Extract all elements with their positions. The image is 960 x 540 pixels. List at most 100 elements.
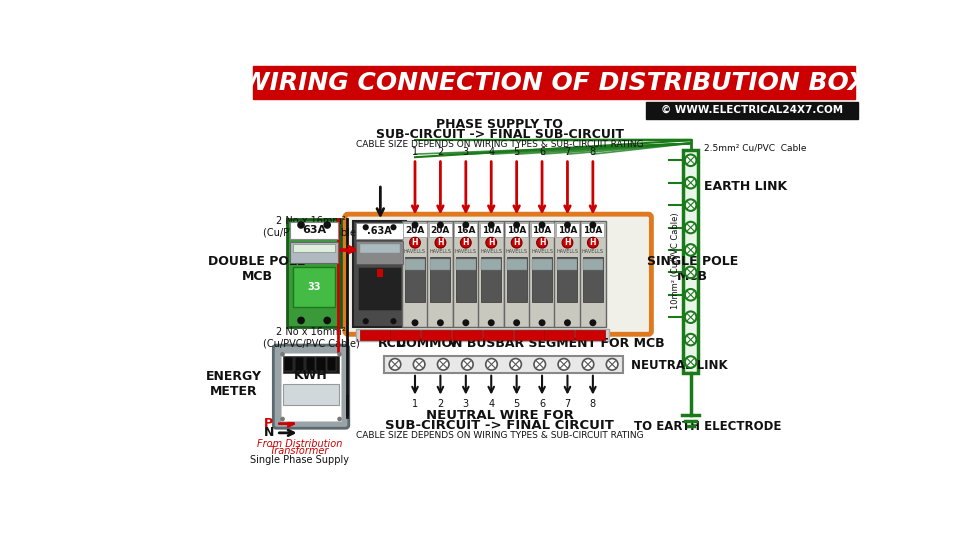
Bar — [531, 224, 554, 237]
Circle shape — [280, 352, 285, 356]
Circle shape — [684, 312, 696, 323]
Bar — [284, 357, 294, 372]
Circle shape — [389, 359, 400, 370]
Bar — [532, 257, 552, 302]
Text: 4: 4 — [489, 147, 494, 157]
Circle shape — [410, 237, 420, 248]
Circle shape — [684, 356, 696, 368]
Bar — [556, 224, 579, 237]
Bar — [583, 257, 603, 302]
Circle shape — [514, 221, 520, 228]
Bar — [327, 357, 336, 372]
Circle shape — [486, 237, 496, 248]
FancyBboxPatch shape — [345, 214, 652, 334]
Text: 63A: 63A — [302, 225, 326, 235]
Bar — [478, 221, 504, 327]
Text: SUB-CIRCUIT -> FINAL SUB-CIRCUIT: SUB-CIRCUIT -> FINAL SUB-CIRCUIT — [375, 129, 624, 141]
Bar — [294, 267, 335, 307]
Bar — [481, 259, 501, 269]
Text: H: H — [539, 238, 545, 247]
Circle shape — [564, 319, 571, 326]
Text: HAVELLS: HAVELLS — [480, 249, 502, 254]
Circle shape — [510, 359, 521, 370]
Bar — [456, 257, 476, 302]
Circle shape — [435, 237, 445, 248]
Text: From Distribution: From Distribution — [257, 438, 342, 449]
Bar — [353, 221, 406, 327]
Bar — [405, 259, 425, 269]
Circle shape — [562, 237, 573, 248]
Bar — [454, 224, 477, 237]
Bar — [544, 330, 574, 340]
Circle shape — [534, 359, 545, 370]
Bar — [558, 257, 578, 302]
Bar — [360, 330, 390, 340]
Bar — [283, 383, 339, 405]
Text: 33: 33 — [307, 281, 321, 292]
Text: COMMON BUSBAR SEGMENT FOR MCB: COMMON BUSBAR SEGMENT FOR MCB — [396, 337, 664, 350]
Text: 10A: 10A — [482, 226, 501, 235]
Bar — [360, 244, 399, 253]
Bar — [580, 221, 606, 327]
Text: 10A: 10A — [558, 226, 577, 235]
Bar — [384, 356, 623, 373]
Bar — [421, 330, 451, 340]
Bar — [290, 222, 338, 239]
Circle shape — [486, 359, 497, 370]
Circle shape — [363, 224, 369, 231]
Text: P: P — [264, 417, 274, 430]
Text: 16A: 16A — [456, 226, 475, 235]
Text: 2: 2 — [438, 147, 444, 157]
Circle shape — [564, 221, 571, 228]
Circle shape — [298, 221, 305, 229]
Bar — [356, 241, 402, 264]
Circle shape — [324, 316, 331, 325]
Bar — [295, 357, 304, 372]
Circle shape — [537, 237, 547, 248]
Text: HAVELLS: HAVELLS — [582, 249, 604, 254]
Text: WIRING CONNECTION OF DISTRIBUTION BOX: WIRING CONNECTION OF DISTRIBUTION BOX — [242, 71, 867, 94]
Text: CABLE SIZE DEPENDS ON WIRING TYPES & SUB-CIRCUIT RATING: CABLE SIZE DEPENDS ON WIRING TYPES & SUB… — [356, 431, 643, 441]
Circle shape — [582, 359, 594, 370]
Circle shape — [684, 267, 696, 278]
Circle shape — [463, 319, 469, 326]
Text: NEUTRAL WIRE FOR: NEUTRAL WIRE FOR — [426, 409, 574, 422]
Circle shape — [558, 359, 569, 370]
Circle shape — [684, 222, 696, 233]
Text: 10A: 10A — [533, 226, 552, 235]
Text: HAVELLS: HAVELLS — [404, 249, 426, 254]
Bar — [405, 257, 425, 302]
Bar — [253, 66, 855, 99]
Bar — [529, 221, 555, 327]
Circle shape — [684, 244, 696, 256]
Text: 1: 1 — [412, 147, 418, 157]
Text: 6: 6 — [539, 147, 545, 157]
Bar — [646, 102, 857, 119]
Circle shape — [684, 154, 696, 166]
Text: 2.5mm² Cu/PVC  Cable: 2.5mm² Cu/PVC Cable — [704, 144, 806, 152]
Text: H: H — [488, 238, 494, 247]
Bar — [305, 357, 315, 372]
Bar — [430, 257, 450, 302]
Circle shape — [461, 237, 471, 248]
Text: DOUBLE POLE
MCB: DOUBLE POLE MCB — [208, 255, 306, 283]
Text: 10A: 10A — [583, 226, 603, 235]
Text: HAVELLS: HAVELLS — [557, 249, 579, 254]
Circle shape — [298, 316, 305, 325]
Circle shape — [512, 237, 522, 248]
Bar — [582, 224, 605, 237]
Bar — [358, 267, 401, 309]
Circle shape — [363, 318, 369, 325]
Text: N: N — [263, 427, 274, 440]
Circle shape — [684, 177, 696, 188]
Circle shape — [589, 221, 596, 228]
Circle shape — [412, 221, 419, 228]
Circle shape — [539, 319, 545, 326]
Text: 2: 2 — [438, 399, 444, 409]
Circle shape — [337, 352, 342, 356]
Text: 8: 8 — [589, 399, 596, 409]
Text: CABLE SIZE DEPENDS ON WIRING TYPES & SUB-CIRCUIT RATING: CABLE SIZE DEPENDS ON WIRING TYPES & SUB… — [356, 140, 643, 149]
Bar — [287, 219, 341, 327]
Text: ENERGY
METER: ENERGY METER — [206, 370, 262, 399]
Text: HAVELLS: HAVELLS — [531, 249, 553, 254]
